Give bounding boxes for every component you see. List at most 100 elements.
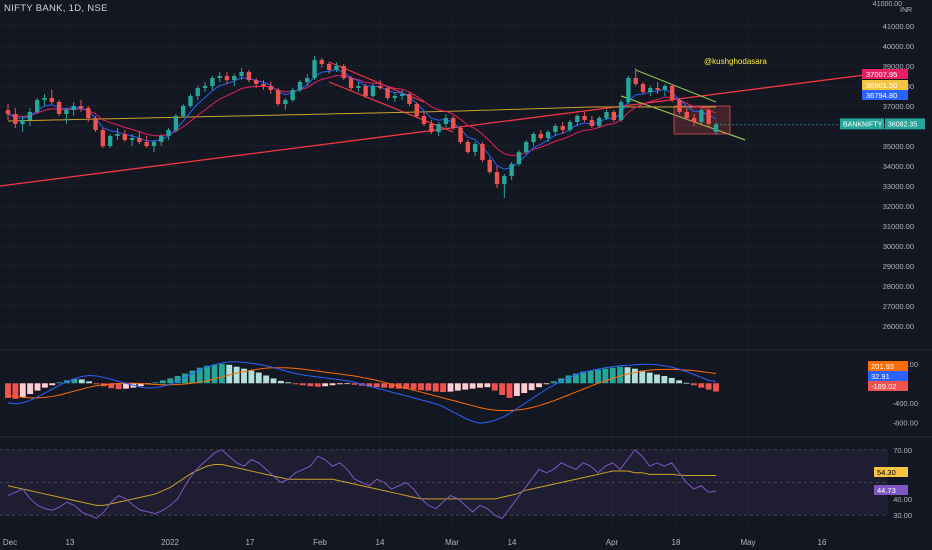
- macd-histogram-bar: [19, 383, 26, 397]
- candle-body: [268, 86, 273, 90]
- macd-histogram-bar: [270, 378, 277, 384]
- candle-body: [137, 138, 142, 142]
- macd-histogram-bar: [491, 383, 498, 391]
- candle-body: [691, 118, 697, 122]
- candle-body: [210, 78, 215, 86]
- candle-body: [640, 84, 646, 92]
- price-label-bg: [862, 69, 908, 79]
- macd-histogram-bar: [550, 381, 557, 384]
- rsi-value-bg: [874, 485, 908, 495]
- rsi-ma-line: [7, 464, 716, 506]
- macd-histogram-bar: [34, 383, 41, 391]
- x-tick-label: May: [740, 538, 755, 547]
- symbol-tag-bg: [840, 118, 884, 130]
- candle-body: [392, 96, 398, 98]
- candle-body: [129, 138, 135, 140]
- macd-histogram-bar: [462, 383, 469, 390]
- x-tick-label: 18: [672, 538, 681, 547]
- x-tick-label: 13: [66, 538, 75, 547]
- watermark-text: @kushghodasara: [704, 57, 767, 66]
- y-tick-label: 41000.00: [883, 22, 914, 31]
- candle-body: [71, 106, 76, 110]
- rsi-value-label: 54.30: [877, 468, 896, 477]
- macd-histogram-bar: [521, 383, 528, 394]
- macd-histogram-bar: [499, 383, 506, 395]
- ma-long-line: [7, 106, 716, 122]
- price-label-bg: [862, 90, 908, 100]
- macd-histogram-bar: [351, 383, 358, 385]
- symbol-value-bg: [885, 118, 925, 130]
- macd-y-tick-label: -800.00: [893, 418, 918, 427]
- macd-histogram-bar: [211, 364, 218, 384]
- macd-value-bg: [868, 381, 908, 391]
- candle-body: [509, 164, 514, 176]
- macd-histogram-bar: [329, 383, 336, 386]
- macd-histogram-bar: [661, 375, 668, 384]
- candle-body: [86, 108, 91, 118]
- candle-body: [348, 78, 354, 88]
- candle-body: [465, 142, 471, 152]
- candle-body: [20, 120, 25, 124]
- macd-histogram-bar: [595, 369, 601, 384]
- price-label: 37007.95: [866, 70, 897, 79]
- price-label: 36794.80: [866, 91, 897, 100]
- macd-histogram-bar: [115, 383, 122, 390]
- candle-body: [159, 136, 164, 142]
- channel-lower: [620, 95, 746, 141]
- candle-body: [188, 96, 193, 106]
- macd-histogram-bar: [447, 383, 454, 392]
- macd-histogram-bar: [388, 383, 395, 389]
- macd-histogram-bar: [108, 383, 115, 389]
- price-label: 36901.50: [866, 81, 897, 90]
- macd-histogram-bar: [182, 373, 188, 384]
- macd-histogram-bar: [513, 383, 520, 396]
- candle-body: [334, 66, 339, 70]
- candle-body: [443, 118, 449, 124]
- candle-body: [297, 82, 303, 90]
- candle-body: [275, 90, 281, 104]
- x-tick-label: 14: [376, 538, 385, 547]
- candle-body: [42, 98, 47, 100]
- macd-histogram-bar: [277, 380, 284, 384]
- candle-body: [290, 90, 295, 100]
- macd-histogram-bar: [617, 366, 624, 384]
- candle-body: [399, 94, 405, 96]
- macd-histogram-bar: [93, 383, 100, 385]
- macd-histogram-bar: [27, 383, 34, 394]
- macd-histogram-bar: [484, 383, 491, 388]
- macd-histogram-bar: [690, 383, 697, 386]
- candle-body: [677, 100, 682, 112]
- macd-histogram-bar: [152, 382, 159, 384]
- y-tick-label: 34000.00: [883, 162, 914, 171]
- candle-body: [246, 72, 252, 80]
- candle-body: [706, 110, 711, 124]
- macd-histogram-bar: [263, 375, 270, 384]
- macd-histogram-bar: [506, 383, 513, 398]
- candle-body: [326, 64, 332, 70]
- y-tick-label: 27000.00: [883, 302, 914, 311]
- candle-body: [93, 118, 98, 130]
- y-tick-label-top: 41000.00: [873, 1, 902, 8]
- macd-histogram-bar: [255, 372, 262, 384]
- y-tick-label: 32000.00: [883, 202, 914, 211]
- candle-body: [173, 116, 179, 130]
- x-tick-label: 2022: [161, 538, 179, 547]
- macd-histogram-bar: [41, 383, 48, 388]
- candle-body: [283, 100, 288, 104]
- macd-histogram-bar: [204, 365, 211, 384]
- candle-body: [261, 84, 266, 86]
- candle-body: [180, 106, 186, 116]
- rsi-y-tick-label: 30.00: [893, 511, 912, 520]
- macd-histogram-bar: [137, 383, 144, 387]
- candle-body: [363, 86, 368, 96]
- macd-histogram-bar: [56, 382, 63, 384]
- macd-histogram-bar: [167, 378, 174, 384]
- candle-body: [5, 110, 11, 114]
- symbol-tag-name: BANKNIFTY: [843, 121, 883, 128]
- macd-histogram-bar: [639, 370, 646, 384]
- macd-histogram-bar: [477, 383, 483, 388]
- macd-histogram-bar: [528, 383, 535, 391]
- macd-histogram-bar: [602, 368, 609, 384]
- macd-line: [7, 361, 717, 424]
